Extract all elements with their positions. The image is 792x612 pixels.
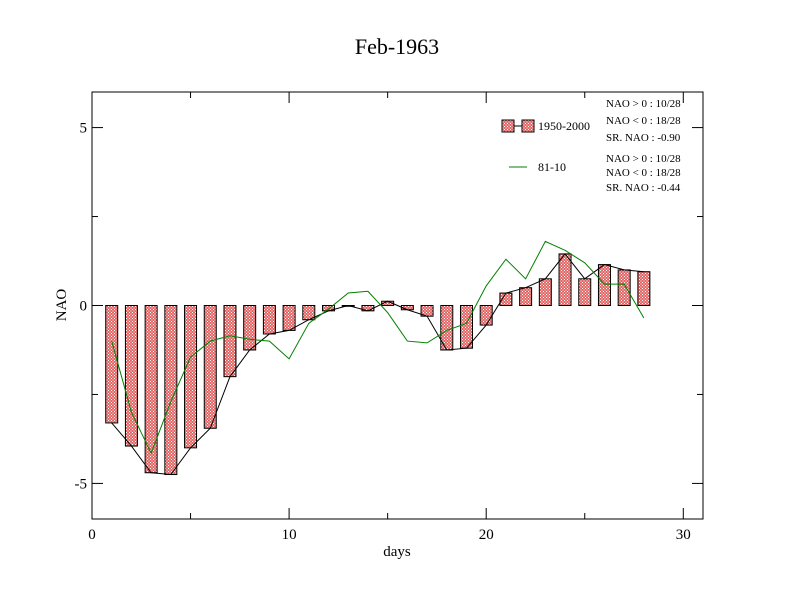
y-axis: 5 0 -5 (75, 121, 703, 492)
line-81-10 (111, 240, 645, 455)
bar-1950-2000 (617, 269, 631, 306)
x-tick-label: 0 (88, 527, 96, 543)
stat-nao-negative-2: NAO < 0 : 18/28 (606, 167, 681, 179)
x-tick-label: 20 (479, 527, 494, 543)
x-axis-title: days (383, 544, 411, 560)
bar-1950-2000 (578, 278, 592, 306)
bar-1950-2000 (144, 305, 158, 474)
stat-sr-nao-1: SR. NAO : -0.90 (606, 132, 681, 144)
bar-1950-2000 (637, 271, 651, 306)
bar-1950-2000 (105, 305, 119, 424)
bar-1950-2000 (282, 305, 296, 331)
y-tick-label: 5 (80, 121, 88, 137)
bar-1950-2000 (597, 264, 611, 306)
stat-nao-positive-1: NAO > 0 : 10/28 (606, 98, 681, 110)
stat-nao-negative-1: NAO < 0 : 18/28 (606, 115, 681, 127)
x-axis: 0 10 20 30 (88, 92, 691, 543)
legend-swatch-left (501, 119, 515, 133)
bar-1950-2000 (262, 305, 276, 335)
stat-nao-positive-2: NAO > 0 : 10/28 (606, 153, 681, 165)
bar-1950-2000 (184, 305, 198, 449)
y-tick-label: 0 (80, 299, 88, 315)
bar-1950-2000 (459, 305, 473, 349)
bar-1950-2000 (479, 305, 493, 326)
y-axis-title: NAO (54, 289, 70, 322)
bar-series-1950-2000 (105, 253, 651, 476)
stat-sr-nao-2: SR. NAO : -0.44 (606, 182, 681, 194)
legend: 1950-2000 81-10 NAO > 0 : 10/28 NAO < 0 … (501, 98, 681, 194)
legend-swatch-right (521, 119, 535, 133)
bar-1950-2000 (124, 305, 138, 447)
bar-1950-2000 (243, 305, 257, 351)
bar-1950-2000 (558, 253, 572, 306)
line-1950-2000 (111, 253, 644, 476)
x-tick-label: 10 (282, 527, 297, 543)
bar-1950-2000 (164, 305, 178, 476)
line-series (111, 240, 645, 476)
bar-1950-2000 (538, 278, 552, 306)
bar-1950-2000 (519, 287, 533, 307)
legend-label-81-10: 81-10 (538, 160, 566, 174)
chart-title: Feb-1963 (355, 34, 439, 59)
y-tick-label: -5 (75, 476, 88, 492)
legend-label-1950-2000: 1950-2000 (538, 119, 590, 133)
bar-1950-2000 (223, 305, 237, 378)
x-tick-label: 30 (676, 527, 691, 543)
bar-1950-2000 (203, 305, 217, 429)
